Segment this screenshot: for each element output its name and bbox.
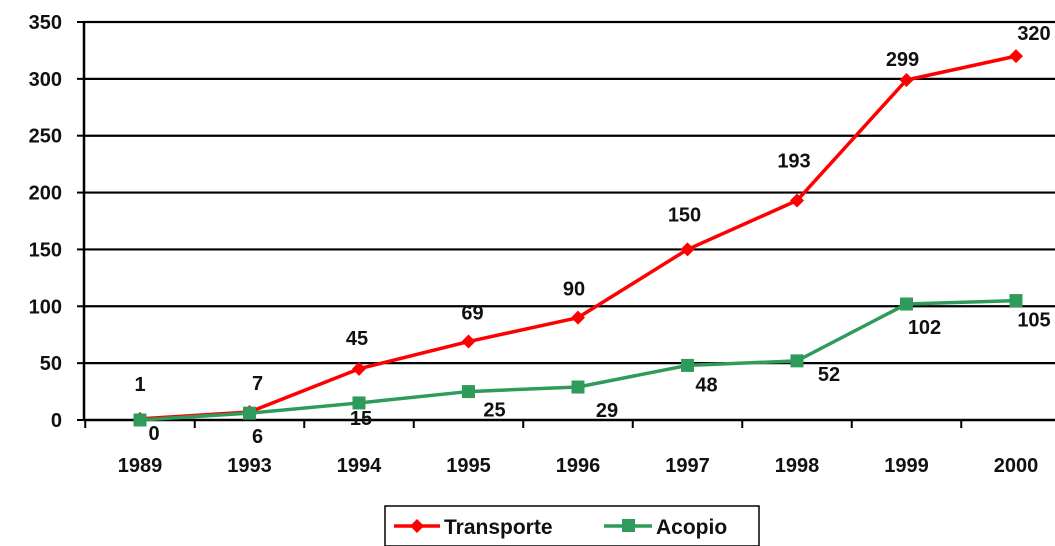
series-line-transporte [139,54,1017,421]
point-acopio [681,358,694,372]
point-acopio [462,385,475,399]
point-transporte [680,242,695,257]
data-label-acopio: 52 [818,364,840,386]
legend-marker-transporte [410,519,424,533]
data-label-acopio: 25 [483,400,505,422]
y-tick-label: 300 [29,69,62,91]
data-label-acopio: 15 [350,408,372,430]
legend-marker-acopio [622,519,635,532]
axes [77,21,1055,428]
x-tick-label: 1995 [446,455,491,477]
y-tick-label: 0 [51,410,62,432]
point-acopio [133,413,147,427]
x-tick-label: 1999 [884,455,929,477]
y-tick-label: 50 [40,353,62,375]
point-acopio [352,396,366,410]
point-acopio [790,354,804,368]
data-label-transporte: 45 [346,328,368,350]
data-label-acopio: 0 [148,423,159,445]
point-acopio [900,297,913,311]
data-label-transporte: 1 [134,374,145,396]
point-acopio [571,380,585,394]
data-label-acopio: 29 [596,400,618,422]
data-label-transporte: 7 [252,373,263,395]
y-axis-ticks: 0 50 100 150 200 250 300 350 [29,12,62,432]
point-acopio [1009,294,1023,308]
legend: Transporte Acopio [384,505,760,546]
y-tick-label: 200 [29,183,62,205]
point-acopio [243,406,256,420]
y-tick-label: 150 [29,239,62,261]
data-label-transporte: 69 [461,303,483,325]
y-tick-label: 250 [29,126,62,148]
y-tick-label: 350 [29,12,62,34]
point-transporte [571,310,585,325]
data-label-transporte: 320 [1017,23,1050,45]
legend-box [384,505,760,546]
point-transporte [790,193,804,208]
data-label-transporte: 150 [668,204,701,226]
x-tick-label: 1996 [556,455,601,477]
x-tick-label: 1989 [118,455,163,477]
gridlines [84,20,1055,365]
data-label-transporte: 90 [563,279,585,301]
data-label-transporte: 193 [777,151,810,173]
data-label-acopio: 48 [695,374,717,396]
x-tick-label: 2000 [994,455,1039,477]
legend-label-transporte: Transporte [444,516,553,539]
data-label-transporte: 299 [886,49,919,71]
data-label-acopio: 6 [252,426,263,448]
legend-label-acopio: Acopio [656,516,727,539]
point-transporte [899,72,914,87]
point-transporte [1009,49,1023,64]
x-axis-ticks: 1989 1993 1994 1995 1996 1997 1998 1999 2000 [118,455,1039,477]
x-tick-label: 1994 [337,455,382,477]
series-lines [133,49,1023,427]
data-labels: 1 7 45 69 90 150 193 299 320 0 6 15 25 29 48 52 102 105 [134,23,1050,448]
y-tick-label: 100 [29,296,62,318]
x-tick-label: 1998 [775,455,820,477]
x-tick-label: 1997 [665,455,710,477]
point-transporte [352,361,366,376]
x-tick-label: 1993 [227,455,272,477]
point-transporte [461,334,476,349]
data-label-acopio: 105 [1017,310,1050,332]
data-label-acopio: 102 [908,317,941,339]
